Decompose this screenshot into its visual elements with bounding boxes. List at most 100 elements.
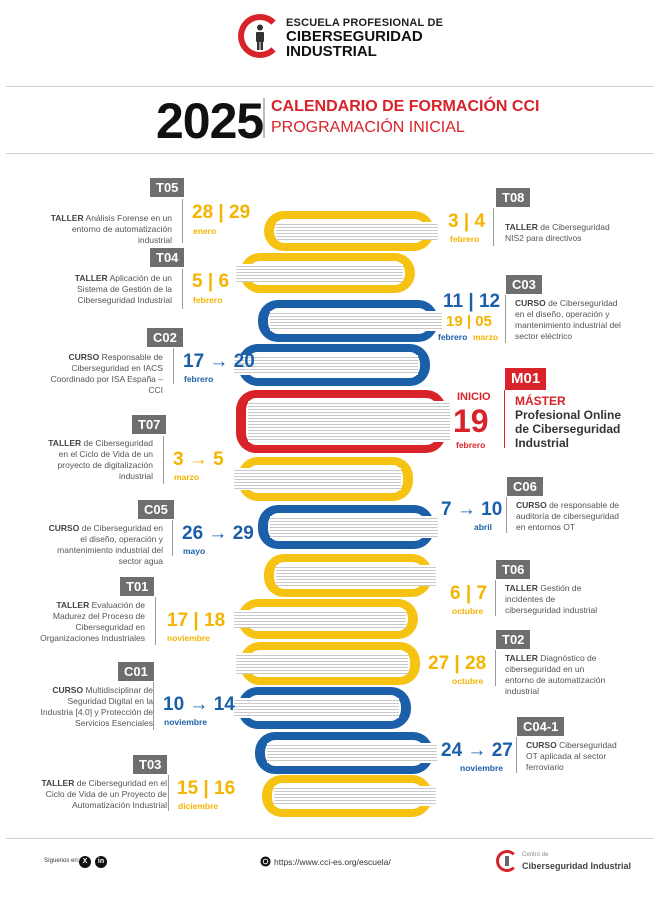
course-desc-c01: CURSO Multidisciplinar de Seguridad Digi… [40, 685, 153, 728]
book-t04 [236, 253, 415, 293]
month-c04-1: noviembre [460, 763, 503, 773]
course-desc-c02: CURSO Responsable de Ciberseguridad en I… [50, 352, 163, 395]
title1-m01: Profesional Online [515, 408, 622, 422]
book-t01 [234, 599, 418, 639]
course-desc-c03: CURSO de Ciberseguridad en el diseño, op… [515, 298, 621, 341]
month2-c03: marzo [473, 332, 499, 342]
divider-m01 [504, 390, 505, 448]
divider-c05 [172, 520, 173, 556]
course-code-t05: T05 [150, 178, 185, 197]
page-subtitle: PROGRAMACIÓN INICIAL [271, 119, 465, 136]
date-c01: 10 → 14 [163, 694, 235, 715]
month-m01: febrero [456, 440, 486, 450]
course-code-c06: C06 [507, 477, 543, 496]
book-c03 [258, 300, 442, 342]
course-code-t07: T07 [132, 415, 167, 434]
month-t07: marzo [174, 472, 200, 482]
book-t05 [264, 211, 438, 251]
cci-logo-figure-icon [505, 856, 509, 866]
course-desc-t04: TALLER Aplicación de un Sistema de Gesti… [74, 273, 172, 305]
month-c02: febrero [184, 374, 214, 384]
month-c05: mayo [183, 546, 206, 556]
course-code-c03: C03 [506, 275, 542, 294]
course-code-t01: T01 [120, 577, 155, 596]
date-c02: 17 → 20 [183, 351, 255, 372]
book-c02 [234, 344, 430, 386]
website-link[interactable]: https://www.cci-es.org/escuela/ [274, 857, 391, 867]
date-c05: 26 → 29 [182, 523, 254, 544]
course-code-t08: T08 [496, 188, 531, 207]
course-code-t04: T04 [150, 248, 185, 267]
date-m01: 19 [453, 403, 489, 439]
course-desc-c06: CURSO de responsable de auditoría de cib… [516, 500, 620, 532]
course-desc-c05: CURSO de Ciberseguridad en el diseño, op… [48, 523, 163, 566]
course-code-m01: M01 [505, 368, 547, 390]
divider-c03 [505, 295, 506, 343]
course-code-t03: T03 [133, 755, 168, 774]
brand-small: Centro de [522, 852, 549, 858]
cci-logo-icon [496, 850, 518, 872]
divider-t05 [182, 199, 183, 243]
month-c06: abril [474, 522, 492, 532]
month-t06: octubre [452, 606, 484, 616]
month-t04: febrero [193, 295, 223, 305]
date-t05: 28 | 29 [192, 202, 251, 223]
divider-t08 [493, 208, 494, 246]
date-t04: 5 | 6 [192, 271, 230, 292]
book-t07 [234, 457, 413, 501]
book-c06 [258, 505, 438, 549]
date-c03: 11 | 12 [443, 291, 501, 312]
logo-line1: ESCUELA PROFESIONAL DE [286, 17, 444, 29]
header-divider [6, 86, 654, 87]
date-t06: 6 | 7 [450, 583, 488, 604]
date-c06: 7 → 10 [441, 499, 503, 520]
course-code-c05: C05 [138, 500, 174, 519]
date-t02: 27 | 28 [428, 653, 487, 674]
course-code-t02: T02 [496, 630, 531, 649]
linkedin-icon[interactable]: in [95, 856, 107, 868]
date-t01: 17 | 18 [167, 610, 226, 631]
title-divider [6, 153, 654, 154]
month-t01: noviembre [167, 633, 210, 643]
logo-ring-icon [238, 14, 282, 58]
book-t03 [262, 775, 436, 817]
date2-c03: 19 | 05 [446, 313, 492, 330]
divider-t03 [168, 775, 169, 811]
divider-t01 [155, 597, 156, 645]
year: 2025 [156, 93, 264, 149]
inicio-label-m01: INICIO [457, 391, 491, 403]
divider-c06 [506, 497, 507, 533]
page-title: CALENDARIO DE FORMACIÓN CCI [271, 98, 540, 115]
course-desc-t05: TALLER Análisis Forense en un entorno de… [50, 213, 172, 245]
divider-t06 [495, 580, 496, 616]
course-desc-c04-1: CURSO Ciberseguridad OT aplicada al sect… [526, 740, 617, 772]
month-t02: octubre [452, 676, 484, 686]
follow-label: Síguenos en: [44, 858, 80, 864]
book-t06 [264, 554, 436, 597]
course-code-c04-1: C04-1 [517, 717, 565, 736]
divider-c02 [173, 348, 174, 384]
divider-t07 [163, 436, 164, 484]
logo-line2: CIBERSEGURIDAD [286, 28, 423, 45]
month-c01: noviembre [164, 717, 207, 727]
date-c04-1: 24 → 27 [441, 740, 513, 761]
course-code-c02: C02 [147, 328, 183, 347]
date-t03: 15 | 16 [177, 778, 236, 799]
book-m01 [236, 390, 450, 453]
x-social-icon[interactable]: X [79, 856, 91, 868]
book-c01 [234, 687, 411, 729]
month-t08: febrero [450, 234, 480, 244]
title2-m01: de Ciberseguridad [515, 422, 621, 436]
course-desc-t06: TALLER Gestión de incidentes de ciberseg… [505, 583, 598, 615]
course-desc-t07: TALLER de Ciberseguridad en el Ciclo de … [48, 438, 153, 481]
person-icon [256, 24, 264, 50]
month-c03: febrero [438, 332, 468, 342]
course-desc-t01: TALLER Evaluación de Madurez del Proceso… [40, 600, 145, 643]
footer-divider [6, 838, 654, 839]
divider-c01 [153, 682, 154, 730]
logo-line3: INDUSTRIAL [286, 43, 377, 60]
divider-t02 [495, 650, 496, 686]
brand-name: Ciberseguridad Industrial [522, 861, 632, 871]
month-t05: enero [193, 226, 217, 236]
globe-icon [260, 856, 271, 867]
